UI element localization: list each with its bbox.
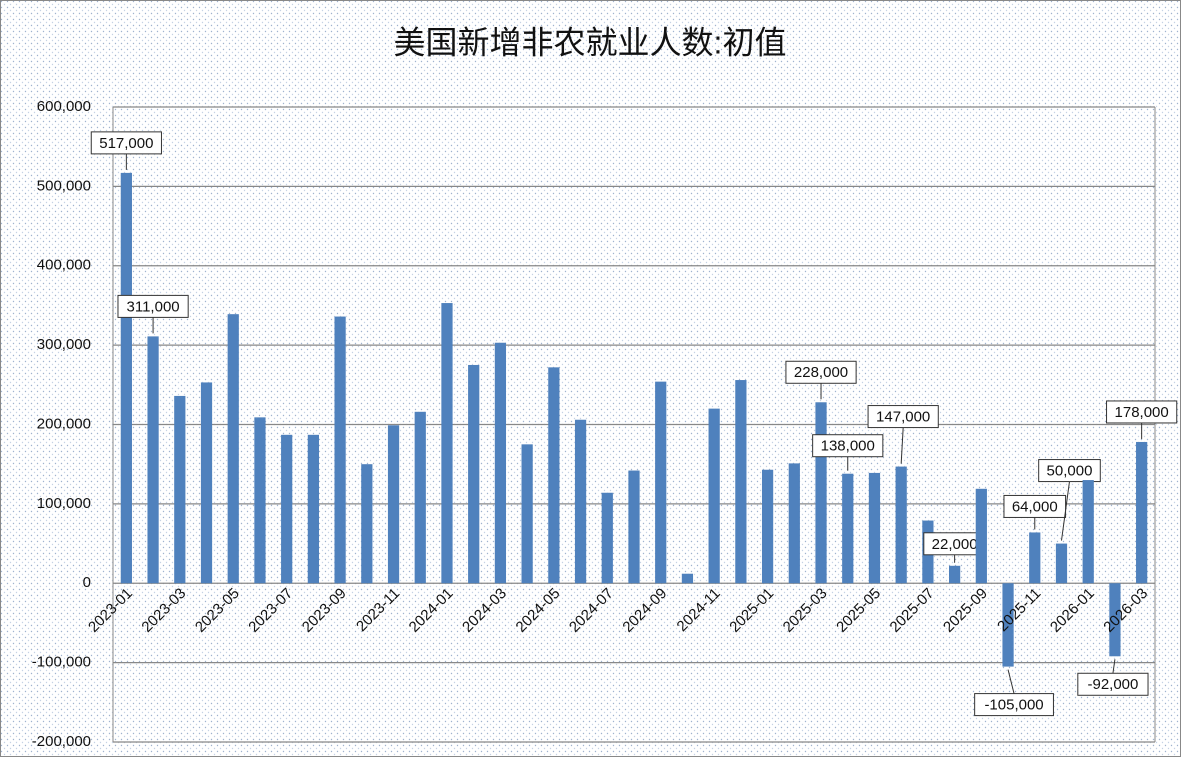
y-tick-label: 600,000	[37, 98, 91, 115]
data-label: -92,000	[1087, 676, 1138, 693]
data-label: -105,000	[984, 697, 1043, 714]
bar	[120, 172, 132, 584]
bar	[334, 316, 346, 584]
bar	[949, 565, 961, 584]
y-tick-label: 0	[83, 574, 91, 591]
y-tick-label: 500,000	[37, 177, 91, 194]
bar	[1029, 532, 1041, 584]
bar	[521, 444, 533, 584]
bar	[307, 434, 319, 584]
y-tick-label: 200,000	[37, 415, 91, 432]
bar	[200, 382, 213, 584]
bar	[574, 419, 587, 584]
bar	[681, 573, 694, 584]
data-label: 311,000	[127, 298, 180, 315]
callout-box	[1106, 400, 1178, 424]
data-label: 138,000	[821, 438, 875, 455]
callout-box	[867, 405, 939, 429]
bar	[975, 488, 987, 584]
data-label: 50,000	[1047, 463, 1093, 480]
callout-box	[812, 434, 884, 458]
bar	[842, 473, 854, 584]
data-label: 178,000	[1115, 404, 1169, 421]
callout-pointer	[1112, 659, 1116, 674]
callout-box	[1077, 672, 1149, 696]
callout-box	[974, 693, 1054, 717]
callout-box	[117, 294, 189, 318]
bar	[414, 411, 426, 584]
bar	[1082, 480, 1094, 584]
data-label: 228,000	[794, 364, 848, 381]
bar	[387, 425, 400, 584]
bar	[815, 402, 827, 584]
bar	[468, 364, 480, 584]
y-tick-label: -200,000	[32, 733, 91, 750]
bar	[227, 314, 239, 584]
y-tick-label: 100,000	[37, 495, 91, 512]
bar	[628, 470, 640, 584]
y-tick-label: 400,000	[37, 257, 91, 274]
y-tick-label: -100,000	[32, 654, 91, 671]
callout-pointer	[1007, 669, 1015, 694]
callout-box	[90, 131, 162, 155]
bar	[868, 472, 881, 584]
chart-title: 美国新增非农就业人数:初值	[394, 24, 787, 60]
data-label: 147,000	[876, 409, 930, 426]
bar	[1109, 583, 1121, 657]
y-tick-label: 300,000	[37, 336, 91, 353]
data-label: 22,000	[932, 536, 978, 553]
data-label: 517,000	[99, 135, 153, 152]
bar	[655, 381, 667, 584]
bar	[735, 380, 747, 584]
data-label: 64,000	[1012, 498, 1058, 515]
callout-box	[785, 360, 857, 384]
bar	[281, 434, 293, 584]
bar	[254, 417, 266, 584]
bar	[895, 466, 907, 584]
bar	[761, 469, 774, 584]
bar	[361, 464, 373, 584]
callout-pointer	[1060, 481, 1070, 541]
bar	[788, 463, 800, 584]
callout-box	[1003, 494, 1067, 518]
callout-box	[1038, 459, 1101, 483]
bar	[1002, 583, 1014, 667]
callout-pointer	[900, 427, 904, 464]
bar	[1136, 441, 1148, 584]
bar	[147, 336, 159, 584]
bar	[601, 492, 613, 584]
bar	[708, 408, 720, 584]
bar	[441, 303, 453, 584]
bar	[1055, 543, 1068, 584]
bar	[174, 395, 186, 584]
bar	[494, 342, 507, 584]
bar	[548, 367, 560, 584]
